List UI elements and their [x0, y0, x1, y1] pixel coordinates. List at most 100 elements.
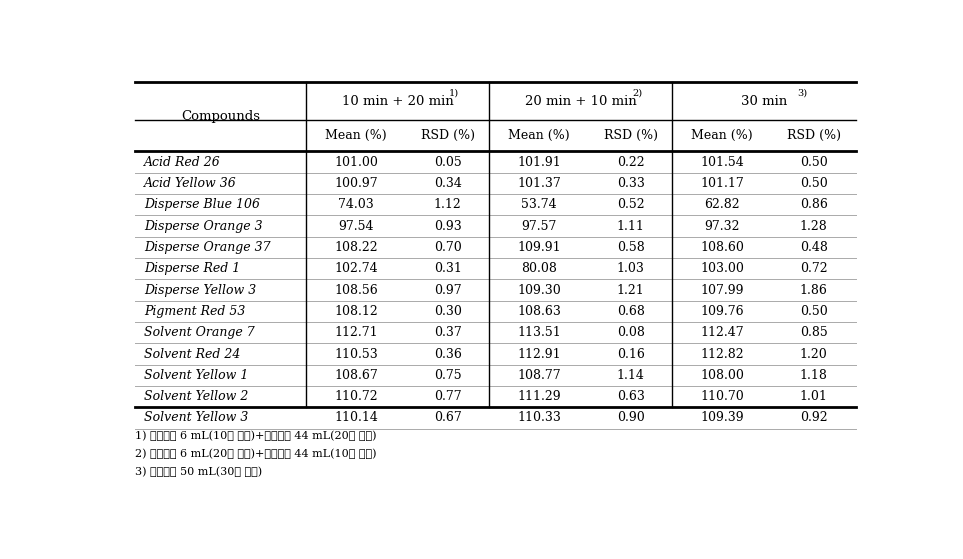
Text: 110.53: 110.53	[334, 348, 378, 361]
Text: 0.58: 0.58	[617, 241, 644, 254]
Text: 108.67: 108.67	[334, 369, 378, 382]
Text: 30 min: 30 min	[741, 94, 787, 108]
Text: 112.91: 112.91	[517, 348, 561, 361]
Text: 0.50: 0.50	[800, 155, 827, 169]
Text: Pigment Red 53: Pigment Red 53	[144, 305, 246, 318]
Text: 109.30: 109.30	[517, 283, 561, 296]
Text: 97.57: 97.57	[522, 220, 557, 233]
Text: 101.37: 101.37	[517, 177, 561, 190]
Text: 108.12: 108.12	[334, 305, 378, 318]
Text: 0.16: 0.16	[616, 348, 644, 361]
Text: 97.32: 97.32	[705, 220, 740, 233]
Text: 0.97: 0.97	[434, 283, 461, 296]
Text: 0.52: 0.52	[617, 198, 644, 211]
Text: 1.11: 1.11	[616, 220, 644, 233]
Text: 0.67: 0.67	[433, 411, 461, 424]
Text: 0.90: 0.90	[617, 411, 644, 424]
Text: 110.72: 110.72	[334, 390, 377, 403]
Text: 1.14: 1.14	[616, 369, 644, 382]
Text: RSD (%): RSD (%)	[421, 129, 475, 143]
Text: 101.91: 101.91	[517, 155, 561, 169]
Text: 0.31: 0.31	[433, 262, 461, 275]
Text: 101.54: 101.54	[700, 155, 744, 169]
Text: 112.71: 112.71	[334, 326, 377, 339]
Text: Acid Yellow 36: Acid Yellow 36	[144, 177, 237, 190]
Text: 74.03: 74.03	[338, 198, 374, 211]
Text: 0.72: 0.72	[800, 262, 827, 275]
Text: 1.01: 1.01	[800, 390, 827, 403]
Text: 0.08: 0.08	[616, 326, 644, 339]
Text: 110.70: 110.70	[700, 390, 744, 403]
Text: 109.39: 109.39	[700, 411, 744, 424]
Text: 1.03: 1.03	[616, 262, 644, 275]
Text: 0.33: 0.33	[616, 177, 644, 190]
Text: Solvent Yellow 1: Solvent Yellow 1	[144, 369, 248, 382]
Text: 80.08: 80.08	[521, 262, 558, 275]
Text: 1.86: 1.86	[800, 283, 827, 296]
Text: RSD (%): RSD (%)	[787, 129, 841, 143]
Text: RSD (%): RSD (%)	[604, 129, 658, 143]
Text: 3) 쳐출용매 50 mL(30분 쳐출): 3) 쳐출용매 50 mL(30분 쳐출)	[136, 467, 263, 477]
Text: Solvent Red 24: Solvent Red 24	[144, 348, 241, 361]
Text: 108.00: 108.00	[700, 369, 744, 382]
Text: Acid Red 26: Acid Red 26	[144, 155, 221, 169]
Text: 108.77: 108.77	[517, 369, 561, 382]
Text: 62.82: 62.82	[704, 198, 740, 211]
Text: 0.68: 0.68	[616, 305, 644, 318]
Text: 108.63: 108.63	[517, 305, 561, 318]
Text: 0.85: 0.85	[800, 326, 827, 339]
Text: 0.92: 0.92	[800, 411, 827, 424]
Text: 101.00: 101.00	[334, 155, 378, 169]
Text: Compounds: Compounds	[181, 110, 260, 124]
Text: 0.36: 0.36	[433, 348, 461, 361]
Text: Disperse Yellow 3: Disperse Yellow 3	[144, 283, 256, 296]
Text: 0.37: 0.37	[433, 326, 461, 339]
Text: 97.54: 97.54	[338, 220, 374, 233]
Text: 1): 1)	[449, 88, 459, 97]
Text: 113.51: 113.51	[517, 326, 561, 339]
Text: 109.76: 109.76	[700, 305, 744, 318]
Text: 1.20: 1.20	[800, 348, 827, 361]
Text: 1.21: 1.21	[617, 283, 644, 296]
Text: Solvent Orange 7: Solvent Orange 7	[144, 326, 255, 339]
Text: Solvent Yellow 3: Solvent Yellow 3	[144, 411, 248, 424]
Text: 1.28: 1.28	[800, 220, 827, 233]
Text: Mean (%): Mean (%)	[325, 129, 387, 143]
Text: 0.30: 0.30	[433, 305, 461, 318]
Text: 109.91: 109.91	[517, 241, 561, 254]
Text: 0.70: 0.70	[433, 241, 461, 254]
Text: Solvent Yellow 2: Solvent Yellow 2	[144, 390, 248, 403]
Text: 0.77: 0.77	[434, 390, 461, 403]
Text: 1) 쳐출용매 6 mL(10분 쳐출)+쳐출용매 44 mL(20분 쳐출): 1) 쳐출용매 6 mL(10분 쳐출)+쳐출용매 44 mL(20분 쳐출)	[136, 431, 377, 442]
Text: Mean (%): Mean (%)	[508, 129, 570, 143]
Text: 0.34: 0.34	[433, 177, 461, 190]
Text: 107.99: 107.99	[700, 283, 744, 296]
Text: 101.17: 101.17	[700, 177, 744, 190]
Text: 103.00: 103.00	[700, 262, 744, 275]
Text: Disperse Orange 3: Disperse Orange 3	[144, 220, 263, 233]
Text: 112.47: 112.47	[700, 326, 744, 339]
Text: Disperse Red 1: Disperse Red 1	[144, 262, 241, 275]
Text: 1.12: 1.12	[433, 198, 461, 211]
Text: 0.75: 0.75	[434, 369, 461, 382]
Text: 20 min + 10 min: 20 min + 10 min	[525, 94, 637, 108]
Text: 0.50: 0.50	[800, 177, 827, 190]
Text: 3): 3)	[797, 88, 807, 97]
Text: 0.48: 0.48	[800, 241, 827, 254]
Text: 0.63: 0.63	[616, 390, 644, 403]
Text: Mean (%): Mean (%)	[691, 129, 753, 143]
Text: 111.29: 111.29	[517, 390, 561, 403]
Text: 0.22: 0.22	[617, 155, 644, 169]
Text: 108.60: 108.60	[700, 241, 744, 254]
Text: 100.97: 100.97	[334, 177, 377, 190]
Text: 102.74: 102.74	[334, 262, 377, 275]
Text: Disperse Blue 106: Disperse Blue 106	[144, 198, 260, 211]
Text: 110.33: 110.33	[517, 411, 561, 424]
Text: 108.22: 108.22	[334, 241, 377, 254]
Text: 1.18: 1.18	[800, 369, 827, 382]
Text: 10 min + 20 min: 10 min + 20 min	[342, 94, 454, 108]
Text: 110.14: 110.14	[334, 411, 378, 424]
Text: 2): 2)	[632, 88, 642, 97]
Text: 112.82: 112.82	[700, 348, 744, 361]
Text: 0.93: 0.93	[433, 220, 461, 233]
